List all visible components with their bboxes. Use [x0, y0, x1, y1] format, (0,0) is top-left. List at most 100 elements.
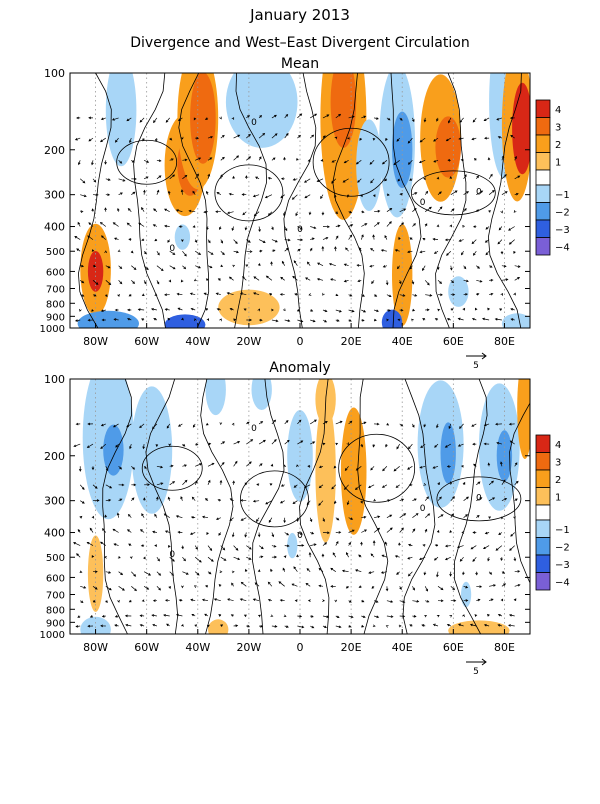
vector-arrow-mean-225 [271, 226, 274, 231]
vector-arrow-anomaly-439 [322, 615, 330, 619]
vector-arrow-anomaly-429 [191, 613, 196, 617]
vector-arrow-mean-239 [449, 224, 452, 228]
vector-arrow-anomaly-330 [270, 568, 273, 572]
vector-arrow-anomaly-43 [182, 443, 186, 447]
vector-arrow-mean-279 [508, 239, 515, 245]
vector-arrow-anomaly-96 [407, 466, 413, 470]
vector-arrow-anomaly-114 [194, 480, 198, 485]
shaded-region-mean-0 [105, 73, 137, 167]
vector-arrow-anomaly-269 [384, 541, 388, 546]
vector-arrow-mean-299 [321, 245, 325, 252]
y-tick-label-anomaly-1: 200 [44, 450, 65, 463]
vector-arrow-anomaly-372 [358, 585, 362, 588]
vector-arrow-anomaly-11 [219, 422, 223, 426]
vector-arrow-mean-416 [476, 293, 480, 296]
vector-arrow-anomaly-291 [220, 556, 227, 561]
vector-arrow-mean-173 [501, 191, 508, 196]
vector-arrow-mean-198 [374, 209, 381, 213]
vector-arrow-mean-96 [407, 160, 413, 165]
vector-arrow-mean-66 [471, 137, 477, 141]
vector-arrow-anomaly-279 [509, 545, 515, 551]
vector-arrow-anomaly-209 [513, 516, 516, 520]
x-tick-label-anomaly-8: 80E [494, 641, 515, 654]
vector-arrow-mean-374 [385, 280, 389, 286]
vector-arrow-mean-142 [105, 193, 111, 197]
vector-arrow-anomaly-179 [127, 513, 132, 518]
vector-arrow-anomaly-124 [318, 484, 324, 489]
vector-arrow-mean-86 [283, 156, 286, 161]
vector-arrow-anomaly-264 [322, 542, 328, 546]
vector-arrow-mean-261 [284, 238, 291, 242]
vector-arrow-anomaly-342 [423, 571, 427, 576]
vector-arrow-mean-233 [373, 222, 380, 227]
vector-arrow-mean-23 [374, 117, 379, 120]
vector-arrow-mean-235 [399, 222, 405, 227]
vector-arrow-anomaly-163 [373, 498, 377, 502]
y-tick-label-anomaly-7: 800 [46, 605, 65, 616]
colorbar-swatch-mean-3 [535, 152, 551, 171]
vector-arrow-anomaly-234 [386, 527, 393, 533]
vector-arrow-mean-311 [472, 250, 477, 256]
vector-arrow-anomaly-417 [488, 598, 494, 602]
vector-arrow-mean-149 [192, 190, 196, 195]
reference-vector-label-mean: 5 [473, 361, 479, 371]
vector-arrow-anomaly-392 [164, 599, 170, 602]
vector-arrow-anomaly-22 [361, 421, 367, 425]
vector-arrow-mean-118 [245, 175, 248, 179]
vector-arrow-anomaly-277 [482, 545, 490, 550]
vector-arrow-anomaly-201 [412, 513, 419, 518]
contour-line-mean-5 [332, 73, 365, 328]
vector-arrow-mean-123 [303, 178, 311, 183]
shaded-region-mean-25 [501, 313, 530, 328]
vector-arrow-mean-337 [356, 264, 362, 267]
vector-arrow-anomaly-422 [101, 614, 106, 618]
vector-arrow-anomaly-387 [105, 600, 108, 603]
vector-arrow-mean-314 [513, 251, 516, 254]
y-tick-label-anomaly-0: 100 [44, 373, 65, 386]
vector-arrow-anomaly-12 [231, 422, 235, 426]
vector-arrow-anomaly-440 [335, 615, 340, 619]
colorbar-swatch-anomaly-0 [535, 434, 551, 453]
vector-arrow-anomaly-308 [433, 556, 439, 561]
vector-arrow-mean-50 [271, 133, 278, 139]
vector-arrow-anomaly-4 [126, 423, 132, 428]
vector-arrow-mean-389 [128, 293, 132, 297]
contour-line-anomaly-4 [299, 379, 330, 634]
vector-arrow-mean-183 [175, 209, 183, 213]
vector-arrow-anomaly-261 [284, 544, 290, 548]
vector-arrow-anomaly-331 [282, 567, 286, 572]
vector-arrow-anomaly-3 [112, 423, 119, 428]
vector-arrow-mean-99 [447, 158, 451, 162]
vector-arrow-anomaly-20 [335, 420, 343, 425]
vector-arrow-mean-351 [92, 280, 99, 285]
y-tick-label-mean-7: 800 [46, 299, 65, 310]
vector-arrow-anomaly-73 [118, 466, 123, 470]
vector-arrow-mean-55 [334, 136, 338, 140]
vector-arrow-mean-4 [126, 117, 132, 122]
vector-arrow-anomaly-151 [217, 499, 221, 502]
vector-arrow-anomaly-70 [78, 466, 82, 472]
vector-arrow-anomaly-87 [296, 464, 299, 468]
vector-arrow-mean-110 [143, 176, 149, 180]
vector-arrow-anomaly-54 [322, 442, 326, 446]
shaded-region-anomaly-7 [340, 407, 367, 535]
vector-arrow-mean-410 [399, 294, 406, 297]
vector-arrow-anomaly-155 [265, 500, 273, 505]
vector-arrow-anomaly-395 [201, 598, 209, 602]
vector-arrow-mean-375 [398, 280, 402, 285]
vector-arrow-mean-404 [322, 292, 325, 296]
vector-arrow-anomaly-42 [168, 443, 172, 447]
vector-arrow-mean-168 [437, 191, 442, 195]
vector-arrow-anomaly-473 [310, 625, 315, 629]
vector-arrow-anomaly-193 [309, 517, 313, 523]
vector-arrow-mean-124 [316, 178, 324, 182]
x-tick-label-anomaly-4: 0 [297, 641, 304, 654]
vector-arrow-mean-364 [253, 276, 260, 281]
vector-arrow-mean-318 [118, 265, 123, 269]
vector-arrow-mean-130 [397, 178, 401, 182]
vector-arrow-mean-139 [514, 175, 521, 180]
vector-arrow-anomaly-51 [284, 439, 290, 445]
vector-arrow-mean-211 [88, 222, 94, 227]
contour-line-mean-1 [133, 73, 166, 328]
vector-arrow-mean-195 [335, 211, 338, 215]
